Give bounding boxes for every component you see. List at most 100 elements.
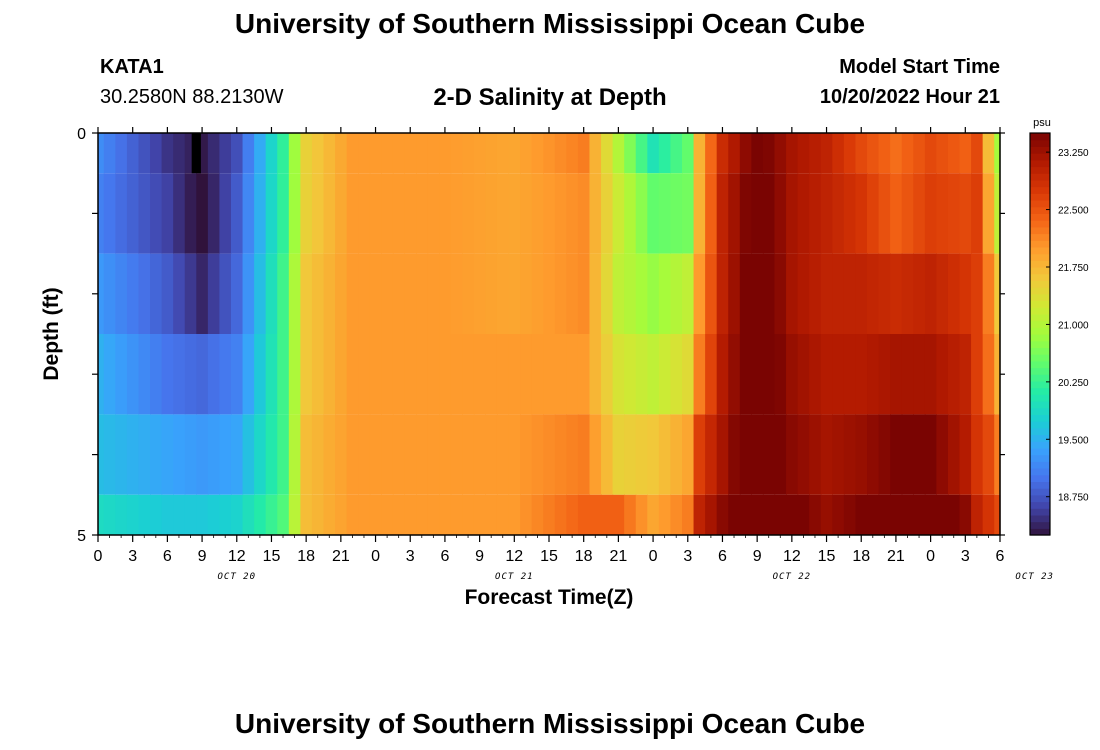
- x-tick-label: 9: [475, 548, 484, 565]
- heatmap-cell: [681, 173, 695, 254]
- heatmap-cell: [832, 173, 845, 254]
- heatmap-cell: [716, 133, 729, 174]
- heatmap-cell: [762, 494, 776, 535]
- heatmap-cell: [728, 173, 741, 254]
- heatmap-cell: [705, 133, 718, 174]
- colorbar-segment: [1030, 354, 1050, 362]
- heatmap-cell: [288, 334, 301, 415]
- heatmap-cell: [161, 133, 174, 174]
- colorbar-segment: [1030, 434, 1050, 442]
- heatmap-cell: [531, 334, 544, 415]
- heatmap-cell: [959, 334, 972, 415]
- heatmap-cell: [982, 133, 995, 174]
- heatmap-cell: [126, 133, 140, 174]
- heatmap-cell: [681, 494, 695, 535]
- heatmap-cell: [427, 334, 440, 415]
- heatmap-cell: [624, 133, 637, 174]
- colorbar: 18.750 19.500 20.250 21.000 21.750 22.500 23.2…: [1029, 117, 1089, 536]
- heatmap-cell: [335, 334, 348, 415]
- heatmap-cell: [173, 253, 186, 334]
- heatmap-cell: [543, 414, 556, 495]
- heatmap-cell: [323, 173, 336, 254]
- heatmap-cell: [832, 414, 845, 495]
- heatmap-cell: [797, 173, 810, 254]
- heatmap-cell: [300, 334, 313, 415]
- heatmap-cell: [392, 334, 406, 415]
- heatmap-cell: [254, 414, 267, 495]
- x-tick-label: 6: [440, 548, 449, 565]
- heatmap-cell: [207, 173, 221, 254]
- heatmap-cell: [855, 494, 868, 535]
- heatmap-cell: [982, 494, 995, 535]
- heatmap-cell: [658, 334, 672, 415]
- chart-title: 2-D Salinity at Depth: [433, 84, 667, 111]
- heatmap-cell: [138, 173, 151, 254]
- heatmap-cell: [358, 253, 371, 334]
- heatmap-cell: [959, 133, 972, 174]
- heatmap-cell: [369, 334, 382, 415]
- heatmap-cell: [774, 414, 787, 495]
- heatmap-cell: [797, 414, 810, 495]
- heatmap-cell: [496, 494, 510, 535]
- heatmap-cell: [936, 173, 949, 254]
- heatmap-cell: [346, 133, 359, 174]
- heatmap-cell: [589, 253, 602, 334]
- heatmap-cell: [543, 494, 556, 535]
- date-label: OCT 20: [218, 572, 257, 582]
- heatmap-cell: [323, 334, 336, 415]
- heatmap-cell: [496, 173, 510, 254]
- colorbar-segment: [1030, 441, 1050, 449]
- colorbar-segment: [1030, 193, 1050, 201]
- heatmap-cell: [219, 334, 232, 415]
- heatmap-cell: [947, 173, 961, 254]
- heatmap-cell: [300, 494, 313, 535]
- heatmap-cell: [392, 133, 406, 174]
- heatmap-cell: [265, 414, 278, 495]
- station-id: KATA1: [100, 56, 164, 78]
- colorbar-tick-label: 23.250: [1058, 148, 1089, 159]
- heatmap-cell: [98, 334, 105, 415]
- heatmap-cell: [265, 494, 278, 535]
- heatmap-cell: [473, 253, 486, 334]
- heatmap-cell: [670, 173, 683, 254]
- heatmap-cell: [890, 494, 903, 535]
- heatmap-cell: [762, 414, 776, 495]
- colorbar-segment: [1030, 173, 1050, 181]
- heatmap-cell: [716, 494, 729, 535]
- heatmap-cell: [843, 494, 857, 535]
- heatmap-cell: [254, 494, 267, 535]
- heatmap-cell: [612, 173, 625, 254]
- heatmap-cell: [739, 173, 752, 254]
- heatmap-cell: [543, 173, 556, 254]
- heatmap-cell: [566, 414, 579, 495]
- heatmap-cell: [103, 253, 116, 334]
- y-tick-label: 0: [77, 126, 86, 143]
- heatmap-cell: [184, 173, 197, 254]
- heatmap-cell: [323, 253, 336, 334]
- heatmap-cell: [635, 334, 648, 415]
- colorbar-segment: [1030, 287, 1050, 295]
- heatmap-cell: [913, 494, 926, 535]
- heatmap-cell: [878, 494, 891, 535]
- heatmap-cell: [971, 253, 984, 334]
- colorbar-segment: [1030, 240, 1050, 248]
- heatmap-cell: [277, 253, 290, 334]
- heatmap-cell: [867, 253, 880, 334]
- heatmap-cell: [635, 253, 648, 334]
- heatmap-cell: [184, 334, 197, 415]
- heatmap-cell: [936, 334, 949, 415]
- heatmap-cell: [346, 414, 359, 495]
- heatmap-cell: [797, 494, 810, 535]
- heatmap-cell: [277, 494, 290, 535]
- colorbar-segment: [1030, 179, 1050, 188]
- heatmap-cell: [254, 334, 267, 415]
- heatmap-cell: [485, 173, 498, 254]
- colorbar-segment: [1030, 327, 1050, 335]
- heatmap-cell: [219, 253, 232, 334]
- heatmap-cell: [959, 494, 972, 535]
- heatmap-cell: [762, 334, 776, 415]
- colorbar-segment: [1030, 213, 1050, 221]
- x-tick-label: 21: [332, 548, 350, 565]
- x-tick-label: 15: [263, 548, 281, 565]
